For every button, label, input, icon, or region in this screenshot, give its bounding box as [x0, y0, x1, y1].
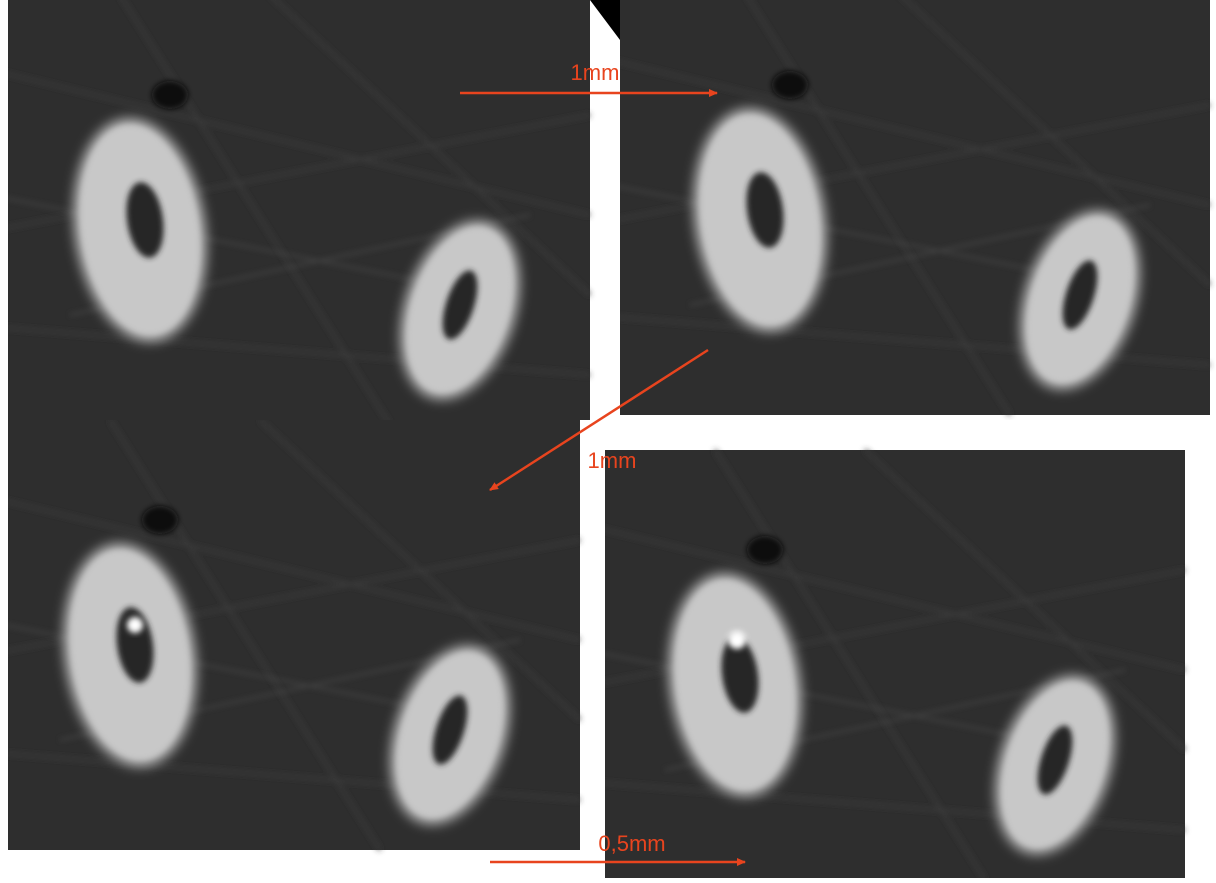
corner: [590, 0, 620, 40]
annotation-label: 0,5mm: [598, 831, 665, 856]
annotation-label: 1mm: [571, 60, 620, 85]
slice-2: [590, 0, 1210, 415]
slice-1: [0, 0, 590, 425]
annotation-label: 1mm: [588, 448, 637, 473]
slice-3: [0, 420, 580, 850]
slice-4: [565, 450, 1185, 880]
ct-image-montage: 1mm 1mm 0,5mm: [0, 0, 1216, 883]
page: {"annotations": [{"label": "1mm"}, {"lab…: [0, 0, 1216, 883]
